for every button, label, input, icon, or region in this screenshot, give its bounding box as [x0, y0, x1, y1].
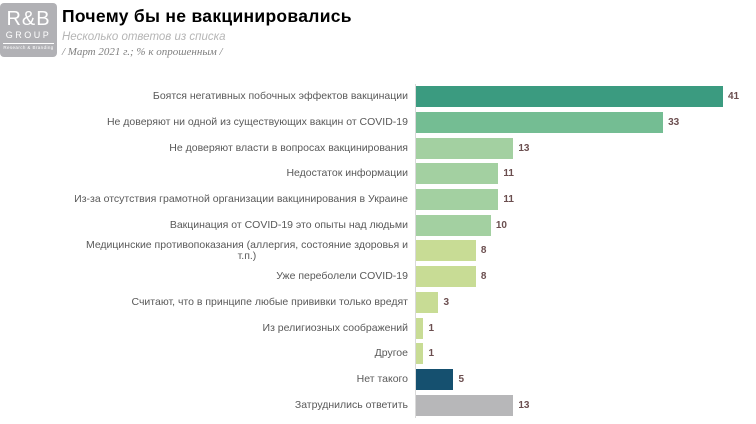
bar [416, 214, 491, 236]
page-title: Почему бы не вакцинировались [62, 6, 352, 26]
bar [416, 112, 664, 134]
bar-zone: 11 [415, 161, 756, 187]
chart-row: Вакцинация от COVID-19 это опыты над люд… [0, 212, 756, 239]
category-label-text: Не доверяют власти в вопросах вакциниров… [169, 141, 408, 154]
category-label-text: Считают, что в принципе любые прививки т… [131, 295, 408, 308]
value-label: 13 [518, 399, 530, 411]
category-label-text: Медицинские противопоказания (аллергия, … [85, 238, 408, 262]
bar [416, 368, 454, 390]
category-label: Затруднились ответить [0, 398, 415, 411]
bar-zone: 8 [415, 238, 756, 264]
value-label: 11 [503, 168, 514, 180]
bar [416, 163, 499, 185]
category-label-text: Боятся негативных побочных эффектов вакц… [152, 90, 408, 103]
value-label: 13 [518, 142, 530, 154]
bar-zone: 33 [415, 109, 756, 136]
category-label: Нет такого [0, 372, 415, 385]
bar-chart: Боятся негативных побочных эффектов вакц… [0, 84, 756, 418]
category-label: Медицинские противопоказания (аллергия, … [0, 238, 415, 262]
bar-zone: 8 [415, 263, 756, 290]
category-label: Считают, что в принципе любые прививки т… [0, 295, 415, 308]
category-label-text: Другое [374, 347, 408, 360]
category-label: Другое [0, 348, 415, 359]
category-label: Не доверяют ни одной из существующих вак… [0, 117, 415, 128]
chart-row: Боятся негативных побочных эффектов вакц… [0, 84, 756, 110]
chart-row: Затруднились ответить 13 [0, 392, 756, 418]
bar [416, 86, 723, 108]
category-label-text: Уже переболели COVID-19 [276, 270, 408, 283]
bar-zone: 1 [415, 340, 756, 367]
value-label: 8 [480, 245, 487, 257]
chart-row: Из-за отсутствия грамотной организации в… [0, 186, 756, 213]
bar [416, 137, 514, 159]
value-label: 3 [443, 296, 450, 308]
value-label: 10 [495, 219, 507, 231]
bar [416, 240, 476, 262]
category-label-text: Из-за отсутствия грамотной организации в… [74, 193, 408, 206]
rb-group-logo: R&B GROUP Research & Branding [0, 3, 57, 57]
chart-row: Недостаток информации 11 [0, 161, 756, 187]
bar [416, 291, 439, 313]
chart-row: Нет такого 5 [0, 366, 756, 393]
category-label-text: Не доверяют ни одной из существующих вак… [106, 116, 408, 129]
category-label-text: Нет такого [356, 372, 408, 385]
bar [416, 343, 424, 365]
category-label: Из-за отсутствия грамотной организации в… [0, 194, 415, 205]
header-titles: Почему бы не вакцинировались Несколько о… [62, 6, 352, 58]
chart-row: Медицинские противопоказания (аллергия, … [0, 238, 756, 264]
bar [416, 266, 476, 288]
logo-tagline: Research & Branding [3, 43, 54, 51]
logo-rb-text: R&B [6, 8, 51, 31]
value-label: 1 [428, 348, 435, 360]
bar [416, 189, 499, 211]
bar [416, 394, 514, 416]
category-label: Вакцинация от COVID-19 это опыты над люд… [0, 218, 415, 231]
survey-note: / Март 2021 г.; % к опрошенным / [62, 46, 223, 58]
value-label: 8 [480, 271, 487, 283]
bar-zone: 5 [415, 366, 756, 393]
chart-row: Не доверяют ни одной из существующих вак… [0, 109, 756, 136]
logo-group-text: GROUP [5, 30, 52, 41]
chart-row: Не доверяют власти в вопросах вакциниров… [0, 135, 756, 162]
value-label: 1 [428, 322, 435, 334]
bar-zone: 3 [415, 289, 756, 316]
category-label: Недостаток информации [0, 168, 415, 179]
category-label-text: Затруднились ответить [294, 398, 408, 411]
category-label: Из религиозных соображений [0, 321, 415, 334]
category-label-text: Вакцинация от COVID-19 это опыты над люд… [169, 218, 408, 231]
chart-subtitle: Несколько ответов из списка [62, 31, 226, 43]
value-label: 11 [503, 194, 514, 206]
category-label: Боятся негативных побочных эффектов вакц… [0, 91, 415, 102]
value-label: 41 [728, 91, 740, 103]
chart-row: Считают, что в принципе любые прививки т… [0, 289, 756, 316]
value-label: 5 [458, 373, 464, 385]
bar-zone: 41 [415, 84, 756, 110]
category-label-text: Недостаток информации [286, 167, 408, 180]
bar-zone: 13 [415, 135, 756, 162]
bar-zone: 10 [415, 212, 756, 239]
category-label-text: Из религиозных соображений [262, 321, 408, 334]
category-label: Не доверяют власти в вопросах вакциниров… [0, 141, 415, 154]
bar-zone: 13 [415, 392, 756, 418]
category-label: Уже переболели COVID-19 [0, 271, 415, 282]
value-label: 33 [668, 117, 680, 129]
bar [416, 317, 424, 339]
chart-row: Другое 1 [0, 340, 756, 367]
chart-row: Из религиозных соображений 1 [0, 315, 756, 341]
bar-zone: 11 [415, 186, 756, 213]
bar-zone: 1 [415, 315, 756, 341]
chart-row: Уже переболели COVID-19 8 [0, 263, 756, 290]
